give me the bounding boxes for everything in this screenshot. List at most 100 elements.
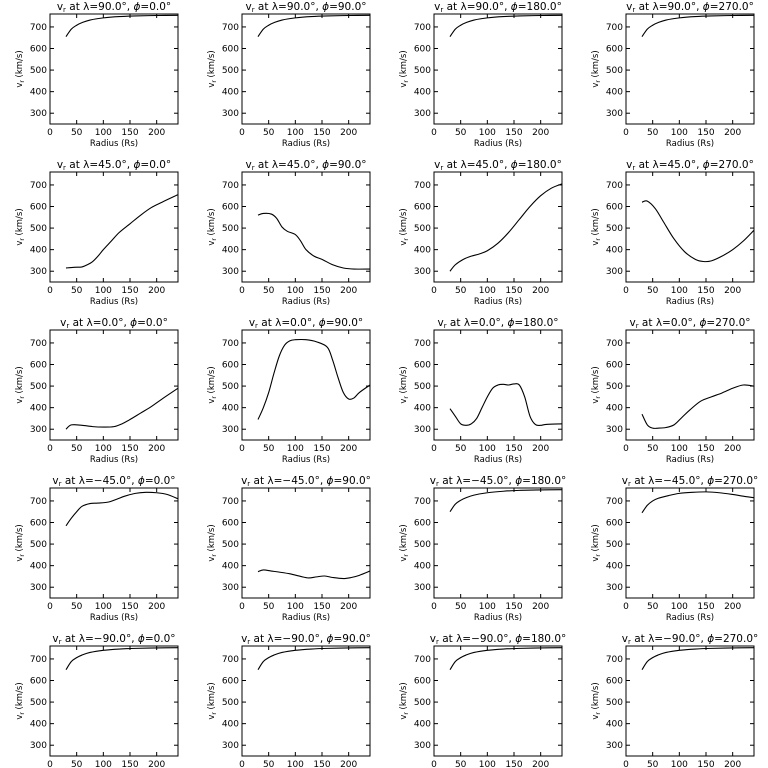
y-axis-label-units: (km/s) bbox=[15, 682, 25, 712]
x-axis-label: Radius (Rs) bbox=[666, 139, 714, 149]
y-axis-label-symbol: v bbox=[399, 399, 409, 404]
title-longitude: =180.0° bbox=[522, 475, 566, 487]
y-tick-label: 700 bbox=[222, 23, 239, 33]
plot-frame bbox=[241, 171, 371, 283]
series-line-0 bbox=[65, 647, 178, 671]
y-axis-label-subscript: r bbox=[403, 554, 410, 557]
title-subscript: r bbox=[255, 322, 258, 330]
x-tick-label: 100 bbox=[287, 286, 304, 296]
title-phi: ϕ bbox=[507, 317, 514, 329]
y-tick-label: 400 bbox=[30, 404, 47, 414]
x-tick-label: 200 bbox=[148, 602, 165, 612]
x-tick-label: 100 bbox=[671, 286, 688, 296]
title-subscript: r bbox=[59, 638, 62, 646]
y-axis-label: vr (km/s) bbox=[15, 682, 26, 719]
y-tick-label: 400 bbox=[606, 562, 623, 572]
title-phi: ϕ bbox=[133, 1, 140, 13]
y-tick-label: 700 bbox=[30, 181, 47, 191]
y-axis-label-subscript: r bbox=[211, 238, 218, 241]
plot-frame bbox=[241, 329, 371, 441]
y-tick-label: 300 bbox=[222, 267, 239, 277]
y-axis-label-units: (km/s) bbox=[591, 682, 601, 712]
series-line-0 bbox=[641, 384, 754, 429]
y-axis-label-subscript: r bbox=[403, 238, 410, 241]
x-tick-label: 50 bbox=[263, 602, 275, 612]
x-tick-label: 200 bbox=[724, 286, 741, 296]
y-axis-label: vr (km/s) bbox=[207, 682, 218, 719]
x-tick-label: 50 bbox=[71, 286, 83, 296]
y-tick-label: 500 bbox=[414, 540, 431, 550]
x-axis-label: Radius (Rs) bbox=[666, 455, 714, 465]
y-tick-label: 300 bbox=[30, 583, 47, 593]
title-symbol: v bbox=[434, 1, 440, 13]
x-tick-label: 50 bbox=[455, 760, 467, 768]
y-axis-label: vr (km/s) bbox=[15, 208, 26, 245]
x-axis-label: Radius (Rs) bbox=[666, 613, 714, 623]
y-tick-label: 500 bbox=[414, 224, 431, 234]
y-tick-label: 500 bbox=[222, 224, 239, 234]
y-axis-label-subscript: r bbox=[19, 712, 26, 715]
y-axis-label-units: (km/s) bbox=[399, 366, 409, 396]
y-tick-label: 300 bbox=[414, 425, 431, 435]
x-tick-label: 150 bbox=[313, 760, 330, 768]
title-phi: ϕ bbox=[511, 1, 518, 13]
title-symbol: v bbox=[52, 475, 58, 487]
title-symbol: v bbox=[430, 475, 436, 487]
title-longitude: =270.0° bbox=[710, 159, 754, 171]
y-axis-label: vr (km/s) bbox=[15, 50, 26, 87]
x-axis-label: Radius (Rs) bbox=[666, 297, 714, 307]
y-axis-label-units: (km/s) bbox=[591, 50, 601, 80]
y-axis-label-subscript: r bbox=[211, 712, 218, 715]
y-tick-label: 700 bbox=[606, 23, 623, 33]
x-tick-label: 0 bbox=[47, 128, 53, 138]
x-tick-label: 0 bbox=[623, 444, 629, 454]
y-axis-label-subscript: r bbox=[19, 396, 26, 399]
x-axis-label: Radius (Rs) bbox=[474, 613, 522, 623]
plot-frame bbox=[625, 329, 755, 441]
y-tick-label: 500 bbox=[30, 224, 47, 234]
x-tick-label: 100 bbox=[95, 286, 112, 296]
plot-frame bbox=[625, 487, 755, 599]
x-tick-label: 50 bbox=[71, 760, 83, 768]
y-axis-label: vr (km/s) bbox=[15, 524, 26, 561]
plot-frame bbox=[625, 645, 755, 757]
series-line-0 bbox=[641, 200, 754, 263]
y-axis-label-units: (km/s) bbox=[399, 208, 409, 238]
y-axis-label: vr (km/s) bbox=[591, 50, 602, 87]
y-tick-label: 600 bbox=[222, 361, 239, 371]
y-axis-label-units: (km/s) bbox=[591, 366, 601, 396]
x-tick-label: 200 bbox=[532, 444, 549, 454]
y-axis-label-symbol: v bbox=[207, 241, 217, 246]
title-subscript: r bbox=[436, 638, 439, 646]
series-line-0 bbox=[65, 491, 178, 527]
x-tick-label: 0 bbox=[431, 602, 437, 612]
y-tick-label: 500 bbox=[222, 382, 239, 392]
title-longitude: =270.0° bbox=[714, 633, 758, 645]
y-tick-label: 500 bbox=[606, 66, 623, 76]
plot-frame bbox=[49, 13, 179, 125]
y-tick-label: 300 bbox=[606, 267, 623, 277]
y-tick-label: 400 bbox=[222, 246, 239, 256]
title-latitude: at λ=−45.0°, bbox=[631, 475, 707, 487]
title-subscript: r bbox=[66, 322, 69, 330]
plot-title: vr at λ=0.0°, ϕ=180.0° bbox=[437, 317, 558, 330]
x-tick-label: 50 bbox=[455, 128, 467, 138]
y-tick-label: 600 bbox=[414, 45, 431, 55]
x-tick-label: 0 bbox=[47, 444, 53, 454]
x-tick-label: 100 bbox=[671, 128, 688, 138]
x-tick-label: 200 bbox=[340, 602, 357, 612]
title-symbol: v bbox=[241, 633, 247, 645]
y-tick-label: 500 bbox=[222, 540, 239, 550]
y-axis-label-subscript: r bbox=[403, 80, 410, 83]
plot-frame bbox=[241, 13, 371, 125]
title-subscript: r bbox=[628, 480, 631, 488]
x-tick-label: 200 bbox=[340, 760, 357, 768]
y-tick-label: 700 bbox=[414, 181, 431, 191]
y-axis-label-units: (km/s) bbox=[591, 208, 601, 238]
x-tick-label: 100 bbox=[287, 760, 304, 768]
y-tick-label: 500 bbox=[30, 66, 47, 76]
series-line-0 bbox=[641, 14, 754, 37]
plot-title: vr at λ=90.0°, ϕ=270.0° bbox=[626, 1, 754, 14]
plot-title: vr at λ=−45.0°, ϕ=180.0° bbox=[430, 475, 567, 488]
